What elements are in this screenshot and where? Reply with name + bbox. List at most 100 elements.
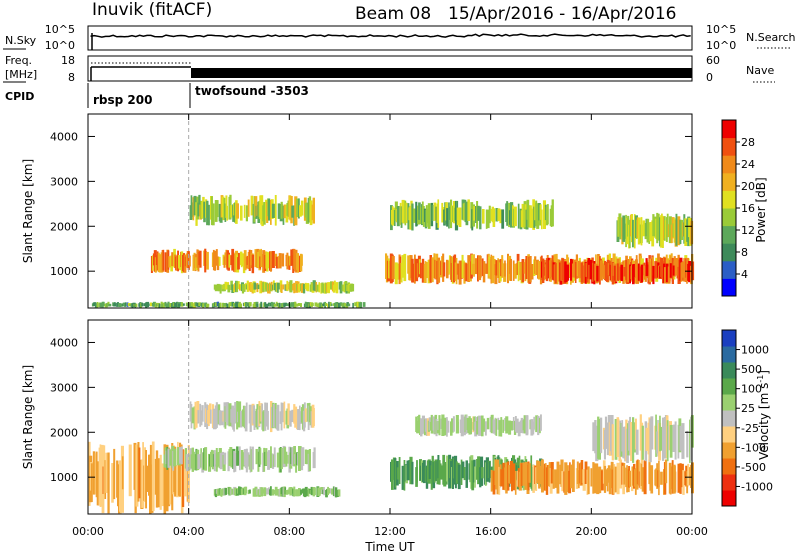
- range-time-cell: [572, 259, 576, 278]
- range-time-cell: [261, 403, 263, 430]
- range-time-cell: [398, 457, 401, 484]
- range-time-cell: [200, 448, 202, 468]
- range-time-cell: [307, 303, 310, 308]
- range-time-cell: [681, 261, 684, 278]
- colorbar-swatch: [722, 442, 736, 459]
- range-time-cell: [225, 302, 228, 306]
- range-time-cell: [648, 224, 651, 244]
- range-time-cell: [408, 460, 411, 481]
- range-time-cell: [629, 470, 632, 487]
- range-time-cell: [141, 302, 143, 307]
- range-time-cell: [280, 201, 283, 219]
- colorbar-swatch: [722, 278, 736, 297]
- range-time-cell: [262, 205, 265, 222]
- range-time-cell: [394, 262, 398, 285]
- range-time-cell: [240, 251, 243, 268]
- range-time-cell: [280, 284, 283, 293]
- range-time-cell: [216, 256, 220, 271]
- colorbar-tick-label: 16: [741, 202, 755, 215]
- power-data: [91, 114, 695, 308]
- range-time-cell: [328, 488, 331, 494]
- range-time-cell: [325, 282, 327, 294]
- range-time-cell: [687, 463, 690, 486]
- range-time-cell: [484, 421, 487, 436]
- range-time-cell: [304, 408, 307, 423]
- range-time-cell: [265, 282, 269, 292]
- range-time-cell: [156, 458, 160, 508]
- range-time-cell: [497, 417, 500, 430]
- range-time-cell: [437, 421, 439, 430]
- range-time-cell: [208, 405, 210, 427]
- range-time-cell: [124, 302, 127, 307]
- colorbar-swatch: [722, 346, 736, 363]
- range-time-cell: [220, 410, 224, 426]
- range-time-cell: [200, 303, 202, 307]
- range-time-cell: [219, 302, 222, 308]
- power-yticks: 1000 2000 3000 4000: [50, 130, 692, 278]
- range-time-cell: [666, 213, 669, 238]
- range-time-cell: [318, 282, 321, 293]
- range-time-cell: [138, 447, 141, 499]
- range-time-cell: [153, 302, 156, 307]
- range-time-cell: [276, 452, 279, 468]
- range-time-cell: [623, 429, 626, 459]
- xtick-label: 00:00: [676, 525, 708, 538]
- range-time-cell: [323, 487, 325, 496]
- range-time-cell: [221, 302, 225, 308]
- range-time-cell: [120, 303, 123, 307]
- range-time-cell: [622, 215, 626, 242]
- range-time-cell: [455, 257, 458, 285]
- range-time-cell: [273, 447, 276, 468]
- range-time-cell: [564, 462, 568, 495]
- range-time-cell: [286, 280, 289, 292]
- range-time-cell: [538, 461, 541, 489]
- range-time-cell: [192, 254, 195, 271]
- range-time-cell: [652, 265, 655, 285]
- range-time-cell: [682, 470, 685, 495]
- xtick-label: 20:00: [575, 525, 607, 538]
- range-time-cell: [267, 410, 269, 430]
- range-time-cell: [265, 448, 268, 466]
- range-time-cell: [283, 447, 287, 464]
- range-time-cell: [135, 444, 139, 507]
- range-time-cell: [280, 402, 283, 431]
- range-time-cell: [193, 195, 197, 216]
- range-time-cell: [219, 452, 223, 470]
- range-time-cell: [421, 258, 425, 283]
- range-time-cell: [455, 201, 458, 221]
- range-time-cell: [420, 465, 422, 481]
- range-time-cell: [642, 220, 646, 237]
- range-time-cell: [438, 415, 441, 436]
- power-panel: 1000 2000 3000 4000 Slant Range [km] 28 24 20…: [21, 113, 768, 309]
- range-time-cell: [464, 199, 467, 223]
- range-time-cell: [241, 409, 244, 427]
- colorbar-tick-label: -100: [741, 441, 766, 454]
- range-time-cell: [236, 203, 239, 219]
- range-time-cell: [502, 419, 505, 433]
- range-time-cell: [308, 402, 311, 423]
- range-time-cell: [544, 463, 547, 491]
- range-time-cell: [542, 200, 546, 229]
- range-time-cell: [326, 282, 328, 293]
- range-time-cell: [506, 201, 509, 226]
- range-time-cell: [282, 284, 285, 290]
- range-time-cell: [268, 450, 271, 470]
- range-time-cell: [458, 260, 462, 285]
- range-time-cell: [298, 283, 301, 293]
- range-time-cell: [305, 202, 309, 224]
- range-time-cell: [163, 444, 167, 514]
- range-time-cell: [246, 452, 250, 467]
- range-time-cell: [440, 465, 444, 480]
- range-time-cell: [433, 202, 437, 221]
- nave-tick-low: 0: [706, 71, 713, 84]
- xtick-label: 04:00: [173, 525, 205, 538]
- range-time-cell: [456, 207, 459, 226]
- range-time-cell: [467, 255, 470, 282]
- range-time-cell: [542, 258, 545, 283]
- range-time-cell: [416, 460, 418, 483]
- range-time-cell: [185, 454, 189, 472]
- cpid-row: CPID rbsp 200 twofsound -3503: [5, 83, 309, 108]
- range-time-cell: [316, 303, 319, 307]
- colorbar-tick-label: 1000: [741, 344, 769, 357]
- range-time-cell: [531, 264, 534, 280]
